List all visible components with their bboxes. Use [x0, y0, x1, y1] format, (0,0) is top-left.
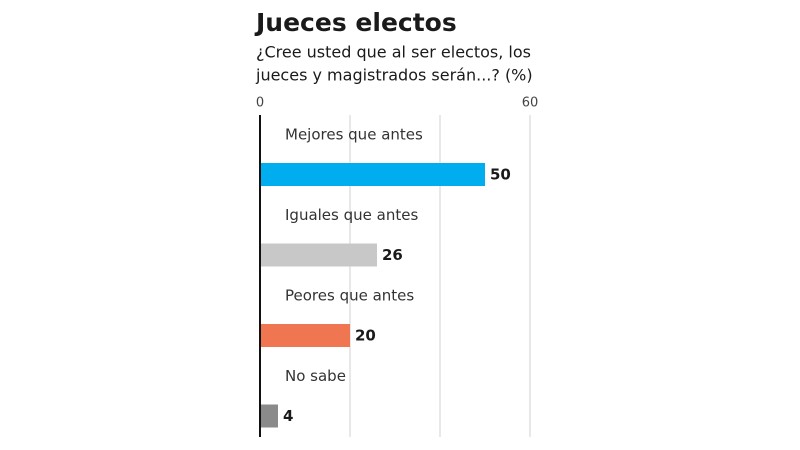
chart-subtitle: ¿Cree usted que al ser electos, los — [256, 43, 531, 62]
category-label: No sabe — [285, 367, 346, 385]
bar — [260, 163, 485, 186]
bar — [260, 243, 377, 267]
category-label: Iguales que antes — [285, 206, 418, 224]
category-label: Mejores que antes — [285, 126, 423, 144]
value-label: 4 — [283, 407, 293, 425]
bar — [260, 404, 278, 428]
chart-title: Jueces electos — [254, 8, 457, 37]
value-label: 20 — [355, 327, 376, 345]
value-label: 26 — [382, 246, 403, 264]
bar — [260, 324, 350, 347]
x-tick-label: 0 — [256, 96, 264, 111]
value-label: 50 — [490, 166, 511, 184]
x-tick-label: 60 — [522, 96, 539, 111]
chart-subtitle: jueces y magistrados serán...? (%) — [255, 66, 533, 85]
category-label: Peores que antes — [285, 287, 414, 305]
